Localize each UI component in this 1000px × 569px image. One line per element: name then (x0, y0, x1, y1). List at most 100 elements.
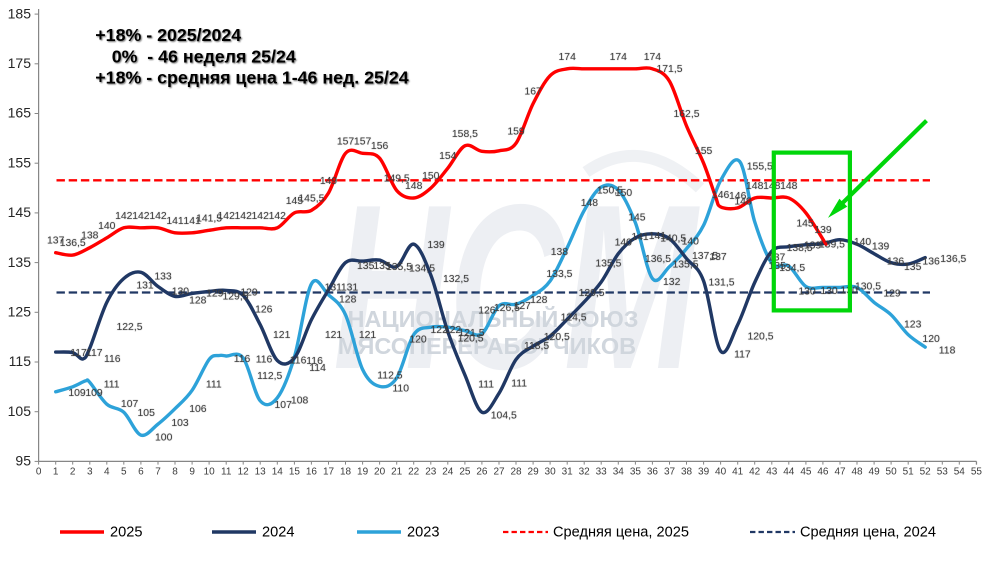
svg-text:1: 1 (53, 467, 59, 478)
svg-text:135: 135 (373, 261, 391, 272)
svg-text:137: 137 (47, 236, 65, 247)
svg-text:150,5: 150,5 (597, 186, 623, 197)
svg-text:134,5: 134,5 (779, 263, 805, 274)
svg-text:112,5: 112,5 (257, 371, 282, 382)
svg-text:38: 38 (681, 467, 693, 478)
svg-text:41: 41 (732, 467, 744, 478)
svg-text:148: 148 (746, 181, 764, 192)
svg-text:46: 46 (817, 467, 829, 478)
svg-text:121: 121 (273, 330, 291, 341)
svg-text:142: 142 (218, 211, 236, 222)
svg-text:150: 150 (422, 171, 440, 182)
svg-text:120,5: 120,5 (458, 334, 484, 345)
svg-text:47: 47 (834, 467, 846, 478)
svg-text:133: 133 (154, 271, 172, 282)
svg-text:126: 126 (478, 306, 496, 317)
svg-text:2024: 2024 (262, 525, 294, 541)
svg-text:0% - 46 неделя 25/24: 0% - 46 неделя 25/24 (112, 47, 296, 67)
svg-text:165: 165 (8, 105, 32, 121)
svg-text:18: 18 (340, 467, 352, 478)
svg-text:129,5: 129,5 (222, 292, 248, 303)
svg-text:148: 148 (780, 181, 798, 192)
svg-text:111: 111 (104, 379, 120, 390)
svg-text:111: 111 (511, 378, 527, 389)
svg-text:126: 126 (255, 305, 273, 316)
svg-text:137,5: 137,5 (692, 251, 718, 262)
svg-text:120,5: 120,5 (544, 332, 570, 343)
svg-text:115: 115 (9, 353, 32, 369)
svg-text:150: 150 (615, 188, 633, 199)
svg-text:140: 140 (682, 236, 700, 247)
svg-text:139: 139 (814, 225, 832, 236)
svg-text:130: 130 (820, 286, 838, 297)
svg-text:140,5: 140,5 (660, 233, 686, 244)
svg-text:140: 140 (98, 221, 116, 232)
svg-text:2: 2 (70, 467, 76, 478)
svg-text:145: 145 (628, 213, 646, 224)
svg-text:+18% - средняя цена 1-46 нед.: +18% - средняя цена 1-46 нед. 25/24 (95, 68, 408, 88)
svg-text:110: 110 (392, 383, 409, 394)
svg-text:128: 128 (189, 296, 207, 307)
svg-text:25: 25 (459, 467, 471, 478)
svg-text:26: 26 (476, 467, 488, 478)
svg-text:141: 141 (631, 232, 649, 243)
svg-text:142: 142 (269, 211, 287, 222)
svg-text:2025: 2025 (110, 525, 142, 541)
svg-text:33: 33 (596, 467, 608, 478)
svg-text:0: 0 (36, 467, 42, 478)
svg-text:16: 16 (306, 467, 318, 478)
svg-text:116: 116 (104, 354, 121, 365)
svg-text:174: 174 (644, 52, 662, 63)
svg-text:123: 123 (904, 320, 922, 331)
svg-text:52: 52 (920, 467, 932, 478)
svg-text:МЯСОПЕРЕРАБОТЧИКОВ: МЯСОПЕРЕРАБОТЧИКОВ (338, 333, 636, 359)
svg-text:130: 130 (172, 287, 190, 298)
svg-text:35: 35 (630, 467, 642, 478)
svg-text:54: 54 (954, 467, 966, 478)
svg-text:145: 145 (286, 196, 304, 207)
svg-text:117: 117 (86, 348, 103, 359)
svg-text:+18% - 2025/2024: +18% - 2025/2024 (95, 25, 241, 45)
svg-text:141: 141 (183, 216, 201, 227)
svg-text:48: 48 (851, 467, 863, 478)
svg-text:17: 17 (323, 467, 335, 478)
svg-text:124,5: 124,5 (561, 312, 587, 323)
svg-text:132,5: 132,5 (443, 274, 469, 285)
svg-text:136,5: 136,5 (60, 238, 86, 249)
svg-text:158,5: 158,5 (452, 129, 478, 140)
svg-text:122: 122 (444, 325, 462, 336)
svg-text:145,5: 145,5 (298, 193, 324, 204)
svg-text:142: 142 (252, 211, 270, 222)
svg-text:3: 3 (87, 467, 93, 478)
svg-text:111: 111 (478, 379, 494, 390)
svg-text:109: 109 (68, 388, 86, 399)
svg-text:156: 156 (371, 141, 389, 152)
svg-text:6: 6 (138, 467, 144, 478)
svg-text:43: 43 (766, 467, 778, 478)
svg-text:145: 145 (8, 204, 32, 220)
svg-text:146: 146 (712, 190, 730, 201)
svg-text:121: 121 (325, 330, 343, 341)
svg-text:174: 174 (559, 52, 577, 63)
svg-text:53: 53 (937, 467, 949, 478)
svg-text:141: 141 (649, 231, 667, 242)
svg-text:117: 117 (70, 348, 87, 359)
svg-text:11: 11 (221, 467, 232, 478)
svg-text:104,5: 104,5 (491, 411, 517, 422)
svg-text:155,5: 155,5 (747, 161, 773, 172)
svg-text:159: 159 (507, 126, 525, 137)
svg-text:129: 129 (883, 288, 901, 299)
svg-text:149: 149 (320, 176, 338, 187)
svg-text:120: 120 (922, 334, 940, 345)
svg-text:20: 20 (374, 467, 386, 478)
svg-text:14: 14 (272, 467, 284, 478)
svg-text:141: 141 (166, 216, 184, 227)
svg-text:50: 50 (886, 467, 898, 478)
svg-text:28: 28 (510, 467, 522, 478)
svg-text:118,5: 118,5 (524, 341, 549, 352)
svg-text:34: 34 (613, 467, 625, 478)
svg-text:120,5: 120,5 (747, 332, 773, 343)
svg-text:114: 114 (309, 363, 326, 374)
svg-text:142: 142 (132, 211, 150, 222)
svg-text:185: 185 (8, 5, 32, 21)
